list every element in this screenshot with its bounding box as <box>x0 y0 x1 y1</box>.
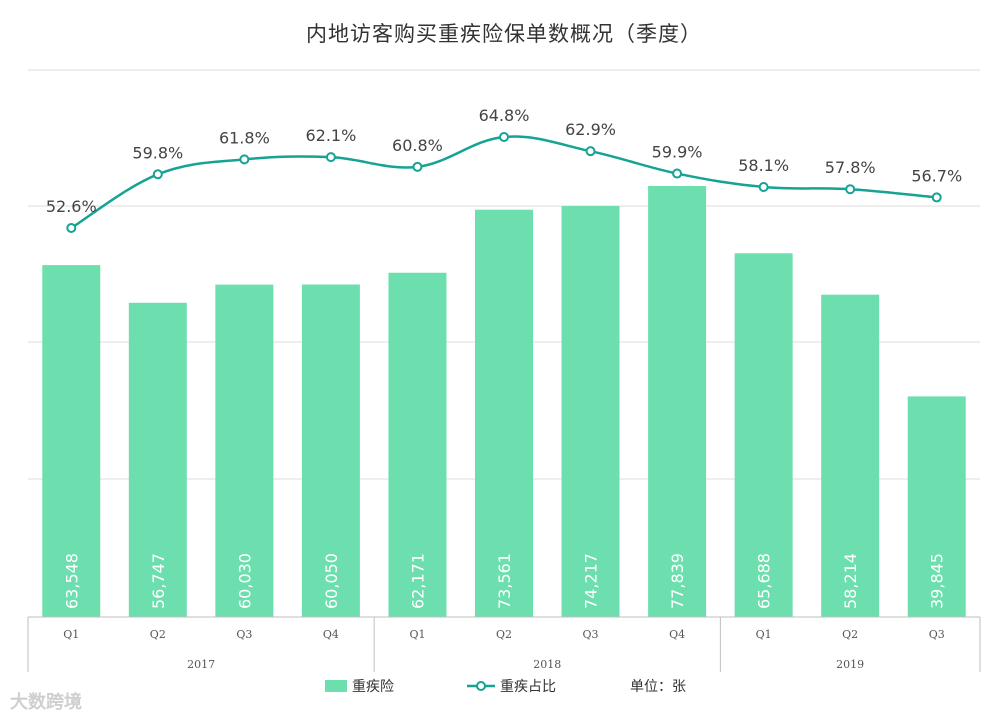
legend-bar-swatch <box>325 680 347 692</box>
line-value-label: 56.7% <box>911 166 962 185</box>
line-value-label: 59.8% <box>132 143 183 162</box>
line-value-label: 60.8% <box>392 136 443 155</box>
line-value-label: 64.8% <box>479 106 530 125</box>
year-label: 2019 <box>836 658 864 671</box>
x-tick-label: Q4 <box>669 628 685 641</box>
x-tick-label: Q1 <box>409 628 425 641</box>
bars: 63,548 56,747 60,030 60,050 62,171 73,561 74,2… <box>42 186 966 617</box>
x-tick-label: Q2 <box>496 628 512 641</box>
bar <box>648 186 707 617</box>
line-value-label: 62.1% <box>305 126 356 145</box>
bar <box>128 302 187 617</box>
line-point <box>585 146 596 157</box>
line-value-label: 52.6% <box>46 197 97 216</box>
bar-value-label: 60,050 <box>322 553 341 609</box>
bar-value-label: 62,171 <box>408 553 427 609</box>
year-label: 2018 <box>533 658 561 671</box>
line-value-label: 58.1% <box>738 156 789 175</box>
unit-label: 单位：张 <box>630 679 686 695</box>
x-tick-label: Q1 <box>756 628 772 641</box>
bar <box>907 396 966 617</box>
bar <box>475 209 533 617</box>
bar-value-label: 39,845 <box>928 553 947 609</box>
line-value-label: 62.9% <box>565 120 616 139</box>
bar-value-label: 74,217 <box>582 553 601 609</box>
bar-value-label: 60,030 <box>235 553 254 609</box>
x-tick-label: Q3 <box>929 628 945 641</box>
legend: 重疾险 重疾占比 单位：张 <box>325 679 686 695</box>
line-point <box>66 223 77 233</box>
bar-value-label: 63,548 <box>62 553 81 609</box>
chart-title: 内地访客购买重疾险保单数概况（季度） <box>306 22 702 46</box>
year-label: 2017 <box>187 658 215 671</box>
x-tick-label: Q2 <box>842 628 858 641</box>
line-point <box>239 154 250 165</box>
line-value-label: 61.8% <box>219 128 270 147</box>
bar <box>388 272 447 617</box>
bar-value-label: 56,747 <box>149 553 168 609</box>
bar-value-label: 73,561 <box>495 553 514 609</box>
line-point <box>152 169 163 180</box>
legend-line-label: 重疾占比 <box>500 679 556 695</box>
line-point <box>325 152 336 163</box>
line-value-label: 57.8% <box>825 158 876 177</box>
line-point <box>412 161 423 172</box>
x-axis: Q1 Q2 Q3 Q4 Q1 Q2 Q3 Q4 Q1 Q2 Q3 2017 2018 2019 <box>27 616 981 672</box>
line-series: 52.6% 59.8% 61.8% 62.1% 60.8% 64.8% 62.9% 59.9%… <box>46 106 962 233</box>
line-point <box>672 168 683 179</box>
x-tick-label: Q4 <box>323 628 339 641</box>
line-value-label: 59.9% <box>652 143 703 162</box>
legend-bar-label: 重疾险 <box>352 679 394 695</box>
line-point <box>758 181 769 192</box>
bar <box>301 284 360 617</box>
line-point <box>931 192 942 203</box>
watermark-logo-text: 大数跨境 <box>10 692 82 713</box>
x-tick-label: Q1 <box>63 628 79 641</box>
bar <box>821 294 880 617</box>
x-tick-label: Q3 <box>583 628 599 641</box>
bar <box>734 253 793 617</box>
bar-value-label: 65,688 <box>755 553 774 609</box>
bar-value-label: 58,214 <box>841 553 860 609</box>
x-tick-label: Q2 <box>150 628 166 641</box>
bar-value-label: 77,839 <box>668 553 687 609</box>
line-point <box>845 184 856 195</box>
bar <box>42 265 101 617</box>
bar <box>561 206 620 617</box>
line-point <box>499 132 509 142</box>
legend-line-marker <box>476 681 486 691</box>
x-tick-label: Q3 <box>236 628 252 641</box>
bar <box>215 284 274 617</box>
